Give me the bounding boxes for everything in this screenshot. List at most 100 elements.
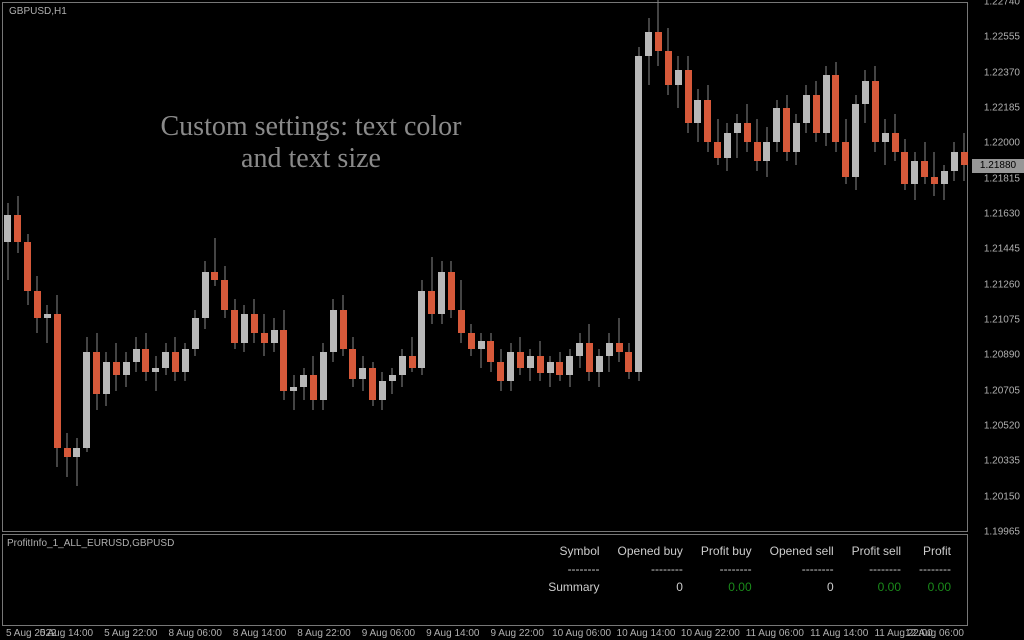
candle [616, 1, 623, 531]
time-tick: 10 Aug 22:00 [681, 628, 740, 639]
cell-profit: 0.00 [911, 579, 959, 595]
candle [832, 1, 839, 531]
price-tick: 1.22185 [984, 103, 1020, 114]
candle [576, 1, 583, 531]
col-profit: Profit [911, 543, 959, 559]
table-header-row: Symbol Opened buy Profit buy Opened sell… [540, 543, 959, 559]
candle [724, 1, 731, 531]
candle [123, 1, 130, 531]
candle [280, 1, 287, 531]
candle [162, 1, 169, 531]
candle [783, 1, 790, 531]
candle [665, 1, 672, 531]
candle [763, 1, 770, 531]
candlestick-chart[interactable]: GBPUSD,H1 Custom settings: text color an… [2, 2, 968, 532]
price-tick: 1.22555 [984, 32, 1020, 43]
price-tick: 1.20150 [984, 491, 1020, 502]
price-axis: 1.227401.225551.223701.221851.220001.218… [970, 2, 1024, 532]
candle [685, 1, 692, 531]
candle [675, 1, 682, 531]
candle [468, 1, 475, 531]
candle [734, 1, 741, 531]
candle [714, 1, 721, 531]
time-tick: 8 Aug 22:00 [297, 628, 350, 639]
price-tick: 1.21075 [984, 315, 1020, 326]
candle [4, 1, 11, 531]
candle [73, 1, 80, 531]
candle [349, 1, 356, 531]
col-symbol: Symbol [540, 543, 607, 559]
candle [635, 1, 642, 531]
candle [379, 1, 386, 531]
col-profit-sell: Profit sell [844, 543, 909, 559]
candle [438, 1, 445, 531]
candle [211, 1, 218, 531]
candle [813, 1, 820, 531]
candle [961, 1, 968, 531]
candle [478, 1, 485, 531]
indicator-panel[interactable]: ProfitInfo_1_ALL_EURUSD,GBPUSD Symbol Op… [2, 534, 968, 626]
candle [330, 1, 337, 531]
price-tick: 1.21445 [984, 244, 1020, 255]
candle [497, 1, 504, 531]
table-dash-row: -------- -------- -------- -------- ----… [540, 561, 959, 577]
candle [172, 1, 179, 531]
candle [921, 1, 928, 531]
cell-opened-buy: 0 [610, 579, 691, 595]
candle [527, 1, 534, 531]
candle [251, 1, 258, 531]
candle [202, 1, 209, 531]
candle [911, 1, 918, 531]
candle [290, 1, 297, 531]
price-tick: 1.22000 [984, 138, 1020, 149]
time-tick: 12 Aug 06:00 [905, 628, 964, 639]
time-axis: 5 Aug 20225 Aug 14:005 Aug 22:008 Aug 06… [2, 626, 968, 640]
time-tick: 9 Aug 22:00 [490, 628, 543, 639]
candle [596, 1, 603, 531]
candle [694, 1, 701, 531]
candle [793, 1, 800, 531]
candle [24, 1, 31, 531]
candle [842, 1, 849, 531]
candle [44, 1, 51, 531]
current-price-marker: 1.21880 [972, 159, 1024, 173]
candle [310, 1, 317, 531]
price-tick: 1.20335 [984, 456, 1020, 467]
candle [300, 1, 307, 531]
price-tick: 1.21630 [984, 209, 1020, 220]
candle [892, 1, 899, 531]
candle [83, 1, 90, 531]
candle [862, 1, 869, 531]
candle [54, 1, 61, 531]
candle [389, 1, 396, 531]
candle [645, 1, 652, 531]
candle [625, 1, 632, 531]
chart-window: GBPUSD,H1 Custom settings: text color an… [0, 0, 1024, 640]
time-tick: 8 Aug 06:00 [168, 628, 221, 639]
time-tick: 11 Aug 14:00 [810, 628, 868, 639]
chart-symbol-label: GBPUSD,H1 [9, 6, 67, 17]
candle [852, 1, 859, 531]
candle [192, 1, 199, 531]
time-tick: 9 Aug 14:00 [426, 628, 479, 639]
candle [951, 1, 958, 531]
candle [64, 1, 71, 531]
candle [221, 1, 228, 531]
candle [14, 1, 21, 531]
time-tick: 5 Aug 22:00 [104, 628, 157, 639]
price-tick: 1.20705 [984, 385, 1020, 396]
candle [418, 1, 425, 531]
candle [133, 1, 140, 531]
col-profit-buy: Profit buy [693, 543, 760, 559]
cell-profit-sell: 0.00 [844, 579, 909, 595]
indicator-title: ProfitInfo_1_ALL_EURUSD,GBPUSD [7, 538, 174, 549]
candle [882, 1, 889, 531]
candle [113, 1, 120, 531]
candle [606, 1, 613, 531]
col-opened-sell: Opened sell [762, 543, 842, 559]
table-summary-row: Summary 0 0.00 0 0.00 0.00 [540, 579, 959, 595]
time-tick: 5 Aug 14:00 [40, 628, 93, 639]
cell-opened-sell: 0 [762, 579, 842, 595]
overlay-annotation: Custom settings: text color and text siz… [91, 111, 531, 175]
time-tick: 9 Aug 06:00 [362, 628, 415, 639]
